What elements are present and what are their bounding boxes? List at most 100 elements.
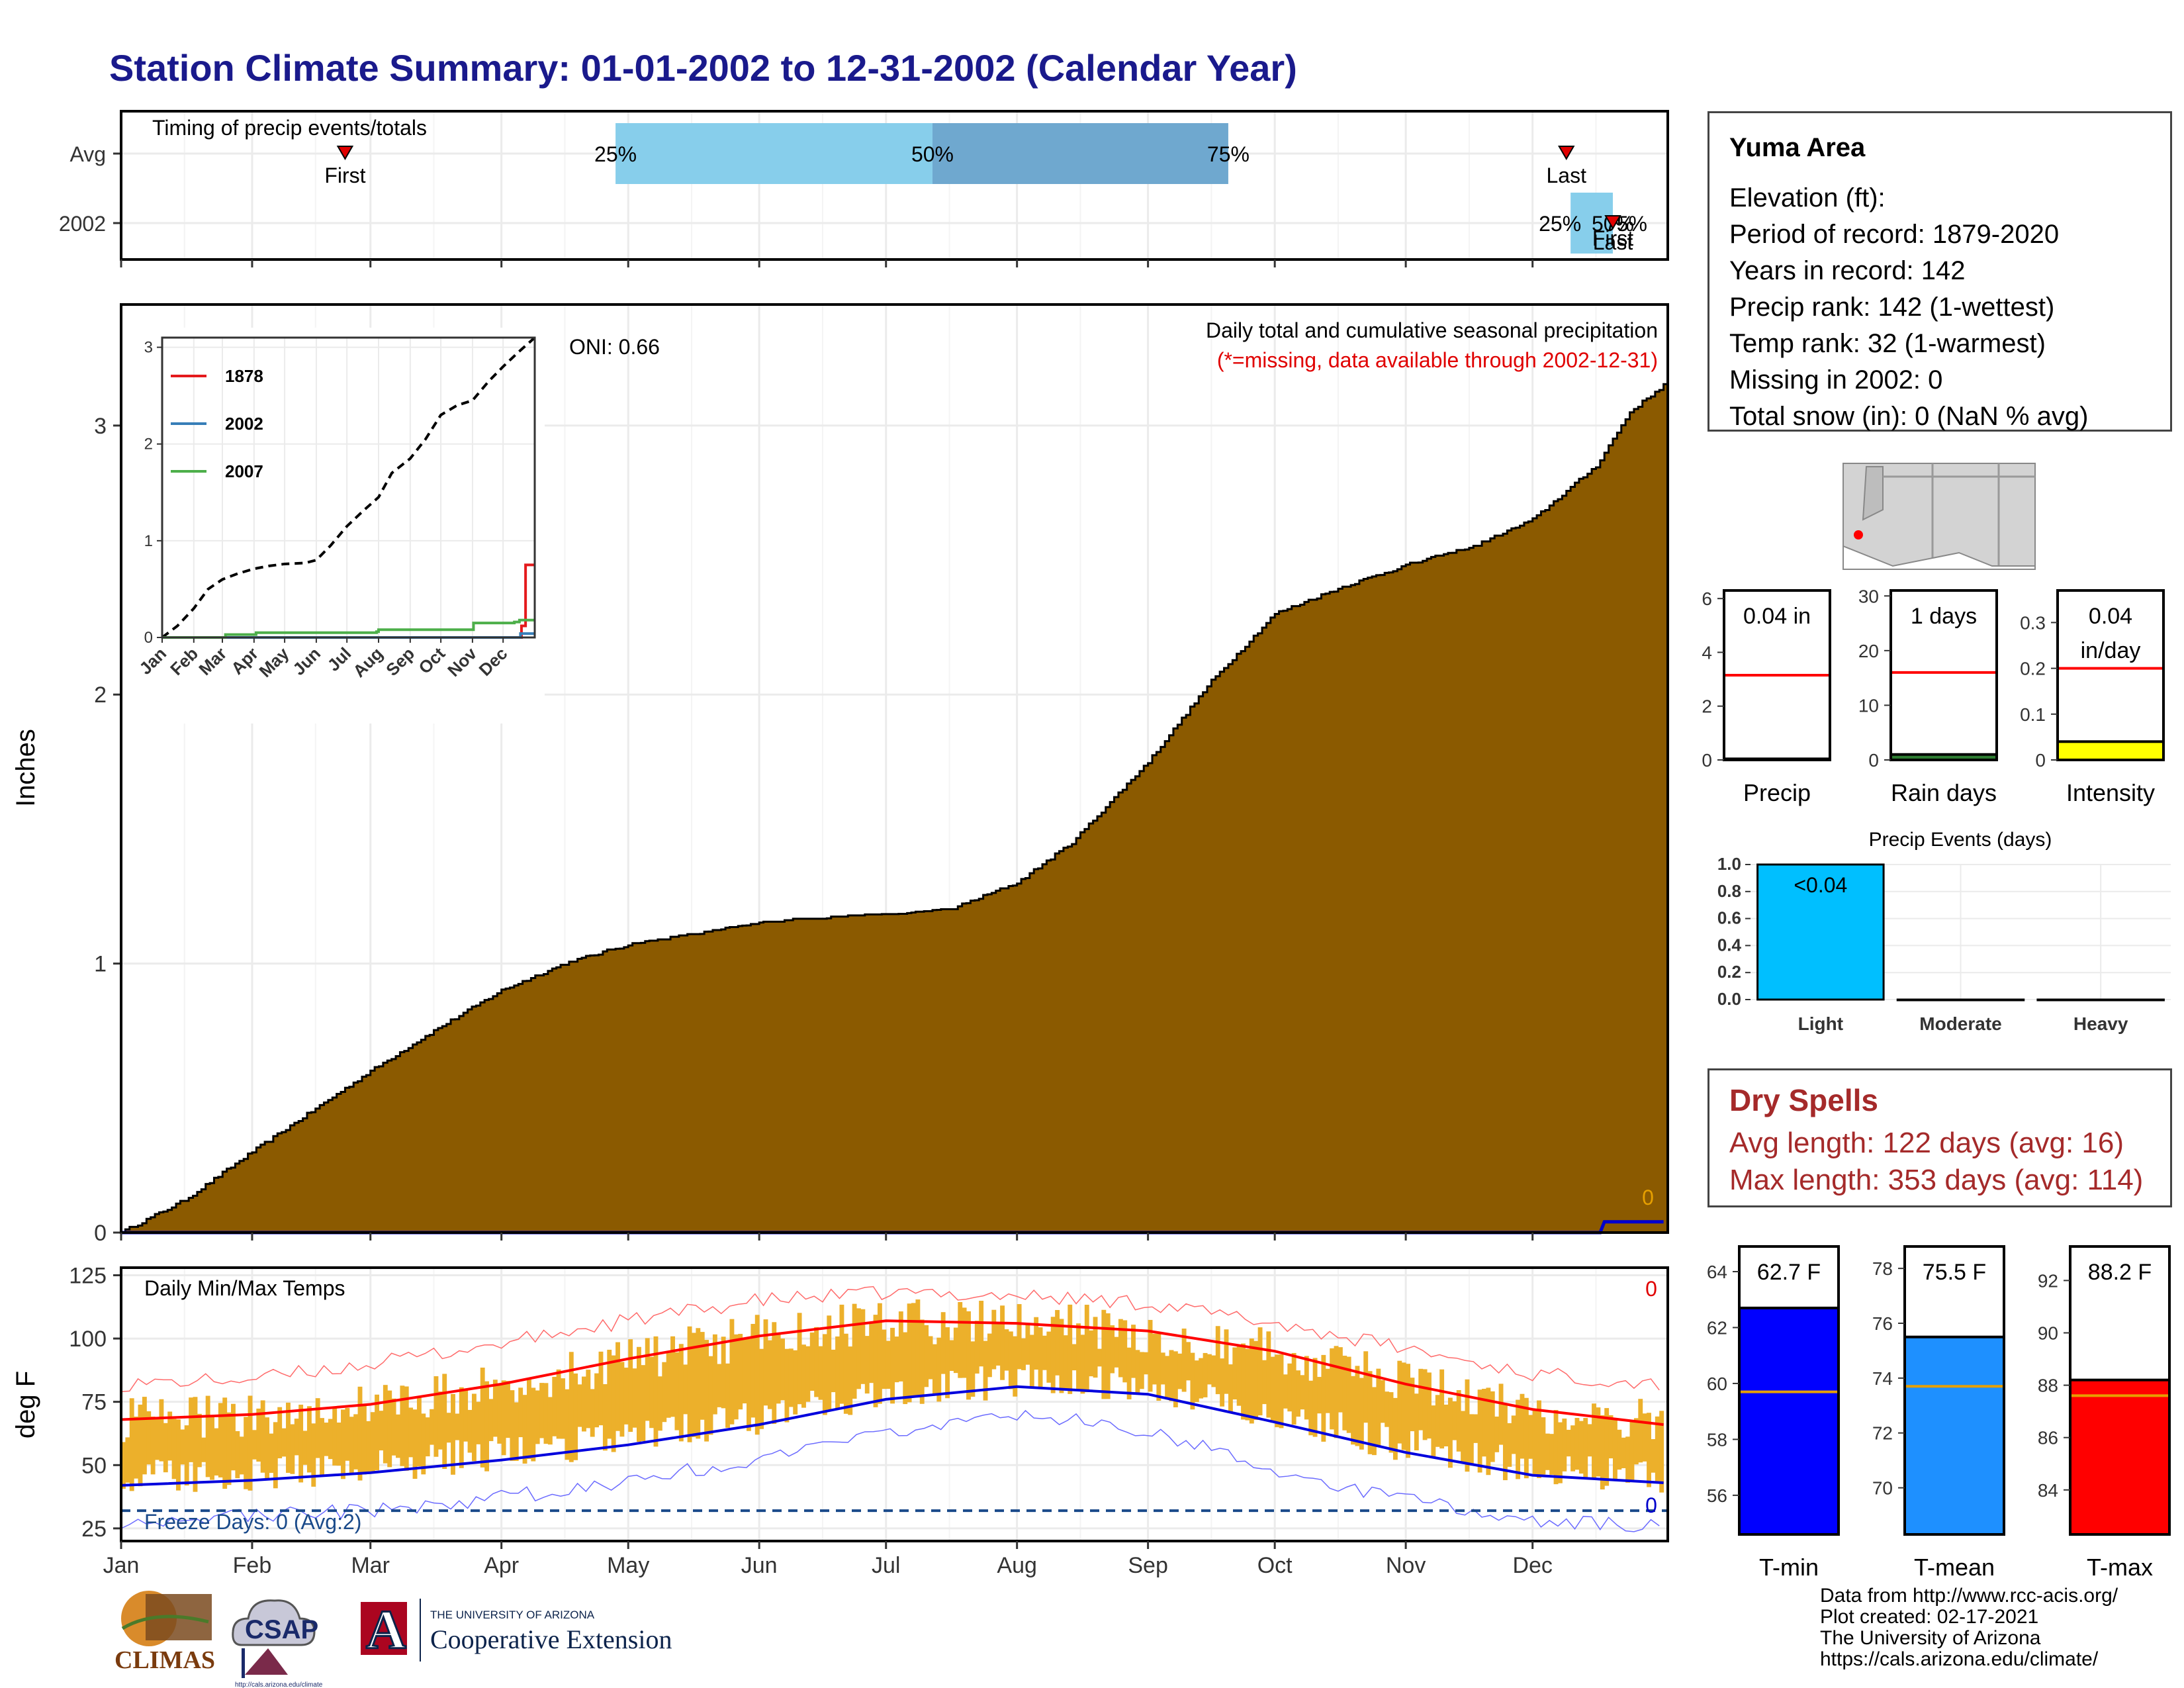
temp-gauge-xlabel: T-mean <box>1914 1554 1995 1581</box>
temp-bar <box>696 1328 701 1439</box>
temp-bar <box>1177 1353 1183 1389</box>
temp-bar <box>1203 1352 1208 1397</box>
temp-bar <box>244 1417 249 1489</box>
oni-label: ONI: 0.66 <box>569 335 660 359</box>
temp-bar <box>345 1407 350 1461</box>
temp-bar <box>1608 1415 1614 1459</box>
temp-bar <box>784 1348 790 1423</box>
temp-bar <box>1612 1419 1617 1481</box>
temp-bar <box>856 1308 861 1389</box>
avg-cumulative-area <box>121 383 1669 1234</box>
temp-bar <box>1465 1379 1470 1472</box>
temp-bar <box>492 1380 498 1437</box>
temp-bar <box>286 1402 291 1473</box>
temp-bar <box>155 1419 159 1460</box>
temp-bar <box>370 1412 375 1472</box>
temp-bar <box>1557 1422 1563 1483</box>
precip-gauge-value-label-2: in/day <box>2081 638 2141 663</box>
temp-bar <box>1401 1362 1406 1450</box>
temp-bar <box>1300 1375 1305 1410</box>
temp-gauge-y-tick-label: 60 <box>1707 1374 1727 1394</box>
temp-bar <box>1013 1336 1018 1397</box>
temp-bar <box>1283 1374 1288 1409</box>
temp-gauge-panel: 56 58 60 62 64 62.7 F T-min <box>1707 1245 1840 1581</box>
year-p25-label: 25% <box>1539 212 1581 236</box>
temp-bar <box>1346 1356 1351 1433</box>
temp-bar <box>987 1333 992 1378</box>
ua-small-text: THE UNIVERSITY OF ARIZONA <box>430 1609 595 1621</box>
temp-bar <box>657 1376 662 1431</box>
precip-gauge-y-tick-label: 20 <box>1858 641 1879 661</box>
temp-bar <box>1135 1350 1140 1394</box>
temp-bar <box>459 1387 464 1468</box>
inset-border <box>161 336 536 639</box>
temp-bar <box>1266 1331 1271 1418</box>
temp-bar <box>945 1327 950 1399</box>
footer-credits: Data from http://www.rcc-acis.org/ Plot … <box>1820 1585 2118 1670</box>
year-first-label: First <box>1592 226 1633 250</box>
x-tick-label: Aug <box>997 1553 1037 1578</box>
avg-max-line <box>120 1319 1664 1427</box>
temp-bar <box>940 1312 946 1374</box>
temp-bar <box>488 1399 494 1442</box>
events-x-label-heavy: Heavy <box>2073 1013 2128 1034</box>
temp-bar <box>598 1351 604 1426</box>
temp-bar <box>1236 1345 1242 1406</box>
temp-bar <box>408 1407 414 1458</box>
temp-bar <box>619 1362 625 1437</box>
temp-bar <box>535 1390 540 1444</box>
temp-gauge-value-label: 88.2 F <box>2088 1260 2152 1285</box>
temp-bar <box>818 1346 823 1400</box>
temp-bar <box>1473 1414 1479 1443</box>
temp-bar <box>391 1398 396 1456</box>
temp-gauge-y-tick-label: 64 <box>1707 1262 1727 1282</box>
temp-bar <box>1406 1364 1410 1458</box>
temp-bar <box>1312 1358 1318 1437</box>
temp-bar <box>1541 1417 1546 1475</box>
temp-bar <box>328 1419 333 1460</box>
temp-bar <box>357 1386 363 1481</box>
temp-bar <box>894 1336 899 1383</box>
temp-bar <box>134 1417 139 1479</box>
temp-bar <box>590 1389 595 1437</box>
temp-bar <box>383 1385 388 1464</box>
temp-bar <box>1625 1436 1631 1483</box>
temp-gauge-panel-border <box>2069 1245 2171 1536</box>
temp-bar <box>222 1397 228 1489</box>
temp-bar <box>843 1333 848 1414</box>
temp-bar <box>678 1344 684 1442</box>
footer-plot-created: Plot created: 02-17-2021 <box>1820 1606 2039 1628</box>
temp-gauge-panel-border <box>1738 1245 1840 1536</box>
temp-bar <box>1447 1397 1453 1468</box>
y-tick-label: 75 <box>81 1390 107 1415</box>
temp-bar <box>1050 1317 1056 1393</box>
temp-bar <box>480 1368 485 1468</box>
temp-subtitle: Daily Min/Max Temps <box>144 1276 345 1300</box>
temp-bar <box>311 1423 316 1487</box>
temp-bar <box>260 1400 265 1473</box>
temp-bar <box>167 1411 173 1461</box>
station-temp-rank: Temp rank: 32 (1-warmest) <box>1729 329 2046 358</box>
temp-bar <box>256 1408 261 1462</box>
temp-bar <box>1021 1338 1026 1370</box>
dry-spells-box: Dry Spells Avg length: 122 days (avg: 16… <box>1707 1068 2172 1207</box>
temp-bar <box>565 1389 570 1460</box>
precip-gauge-panel: 0 2 4 6 0.04 in Precip <box>1702 588 1831 806</box>
temp-bar <box>670 1336 675 1417</box>
station-years: Years in record: 142 <box>1729 256 1966 285</box>
temp-bar <box>831 1349 836 1393</box>
inset-y-tick-label: 0 <box>144 629 153 647</box>
temp-bar <box>150 1416 156 1475</box>
temp-bar <box>1194 1360 1199 1402</box>
precip-gauge-panel: 0 10 20 30 1 days Rain days <box>1858 586 1998 806</box>
temp-bar <box>1241 1343 1246 1420</box>
temp-bar <box>1101 1309 1107 1399</box>
temp-bar <box>666 1352 671 1418</box>
temp-bar <box>1596 1407 1601 1477</box>
inset-chart: 0123187820022007JanFebMarAprMayJunJulAug… <box>122 328 545 724</box>
avg-p50-label: 50% <box>911 142 954 166</box>
precip-plot-border <box>120 303 1669 1234</box>
temp-bar <box>637 1346 641 1442</box>
csap-mountain-shape <box>245 1648 288 1675</box>
temp-bar <box>1342 1356 1347 1430</box>
